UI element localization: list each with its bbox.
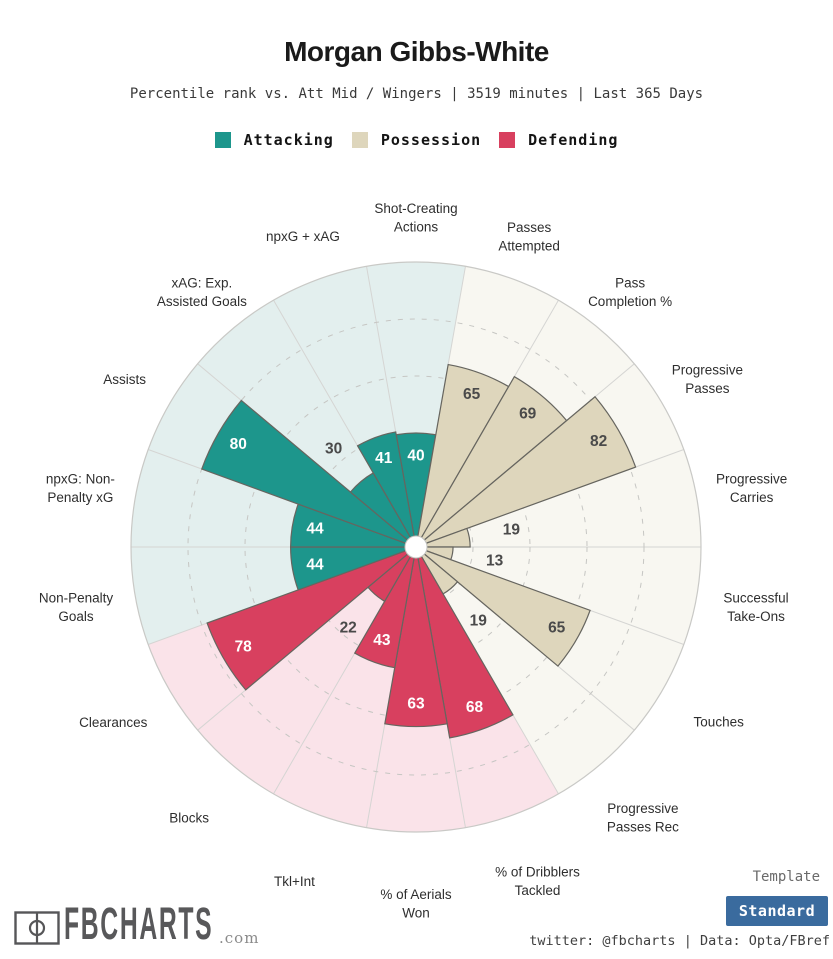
slice-value: 78: [235, 638, 253, 655]
slice-value: 82: [590, 433, 607, 450]
slice-category-label: Blocks: [169, 810, 209, 825]
slice-category-label: % of Dribblers Tackled: [495, 864, 580, 898]
grid-ring-40: [301, 432, 531, 662]
slice-category-label: Successful Take-Ons: [723, 590, 788, 624]
outer-ring: [130, 261, 702, 833]
slice-category-label: Progressive Carries: [716, 471, 787, 505]
legend-label: Possession: [380, 131, 482, 149]
legend-item-possession: Possession: [351, 131, 482, 149]
slice-fill: [200, 399, 417, 548]
chart-subtitle: Percentile rank vs. Att Mid / Wingers | …: [129, 86, 704, 102]
legend-label: Attacking: [243, 131, 334, 149]
slice-value: 68: [466, 699, 484, 716]
legend-swatch-defending: [499, 132, 516, 148]
slice-category-label: Progressive Passes Rec: [607, 801, 679, 835]
slice-fill: [206, 546, 417, 691]
slice-fill: [356, 431, 417, 548]
slice-category-label: Passes Attempted: [498, 219, 560, 253]
slice-fill: [353, 546, 417, 669]
slice-category-label: Assists: [103, 371, 146, 386]
slice-value: 22: [340, 619, 357, 636]
legend-item-attacking: Attacking: [214, 131, 334, 149]
slice-category-label: npxG + xAG: [266, 229, 340, 244]
football-pitch-icon: [14, 911, 60, 945]
slice-value: 30: [325, 440, 342, 457]
brand-name: FBCHARTS: [64, 898, 214, 949]
template-standard-button[interactable]: Standard: [726, 896, 828, 926]
slice-value: 44: [306, 521, 324, 538]
center-dot: [404, 535, 428, 559]
slice-category-label: Shot-Creating Actions: [374, 200, 457, 234]
slice-bg: [416, 547, 635, 794]
slice-fill: [415, 527, 471, 548]
slice-category-label: npxG: Non-Penalty xG: [46, 471, 115, 505]
slice-value: 41: [375, 450, 393, 467]
slice-value: 65: [548, 620, 566, 637]
slice-value: 65: [463, 386, 481, 403]
slice-value: 13: [486, 552, 504, 569]
grid-ring-80: [187, 318, 645, 776]
slice-category-label: Progressive Passes: [672, 362, 743, 396]
legend: Attacking Possession Defending: [0, 131, 833, 149]
slice-category-label: Clearances: [79, 714, 148, 729]
legend-item-defending: Defending: [499, 131, 618, 149]
slice-bg: [416, 547, 701, 645]
slice-value: 44: [306, 556, 324, 573]
credit-line: twitter: @fbcharts | Data: Opta/FBref: [529, 933, 830, 949]
slice-fill: [415, 546, 591, 667]
slice-value: 69: [519, 405, 537, 422]
slice-category-label: Tkl+Int: [274, 873, 315, 888]
slice-fill: [384, 546, 448, 728]
template-label: Template: [752, 869, 820, 885]
slice-bg: [366, 262, 466, 547]
slice-category-label: Touches: [694, 714, 745, 729]
slice-value: 43: [373, 632, 391, 649]
page-title: Morgan Gibbs-White: [284, 36, 549, 67]
slice-fill: [415, 395, 637, 548]
slice-category-label: xAG: Exp. Assisted Goals: [157, 275, 247, 309]
slice-value: 63: [407, 695, 425, 712]
slice-bg: [416, 449, 701, 547]
legend-swatch-possession: [351, 132, 368, 148]
slice-fill: [415, 546, 514, 739]
legend-label: Defending: [528, 131, 619, 149]
slice-value: 80: [230, 436, 247, 453]
brand-suffix: .com: [219, 929, 260, 947]
slice-value: 40: [407, 447, 424, 464]
slice-category-label: Non-Penalty Goals: [39, 590, 114, 624]
slice-value: 19: [470, 613, 488, 630]
slice-bg: [197, 547, 416, 794]
slice-category-label: % of Aerials Won: [380, 886, 452, 920]
slice-value: 19: [503, 522, 521, 539]
legend-swatch-attacking: [214, 132, 231, 148]
slice-category-label: Pass Completion %: [588, 275, 672, 309]
